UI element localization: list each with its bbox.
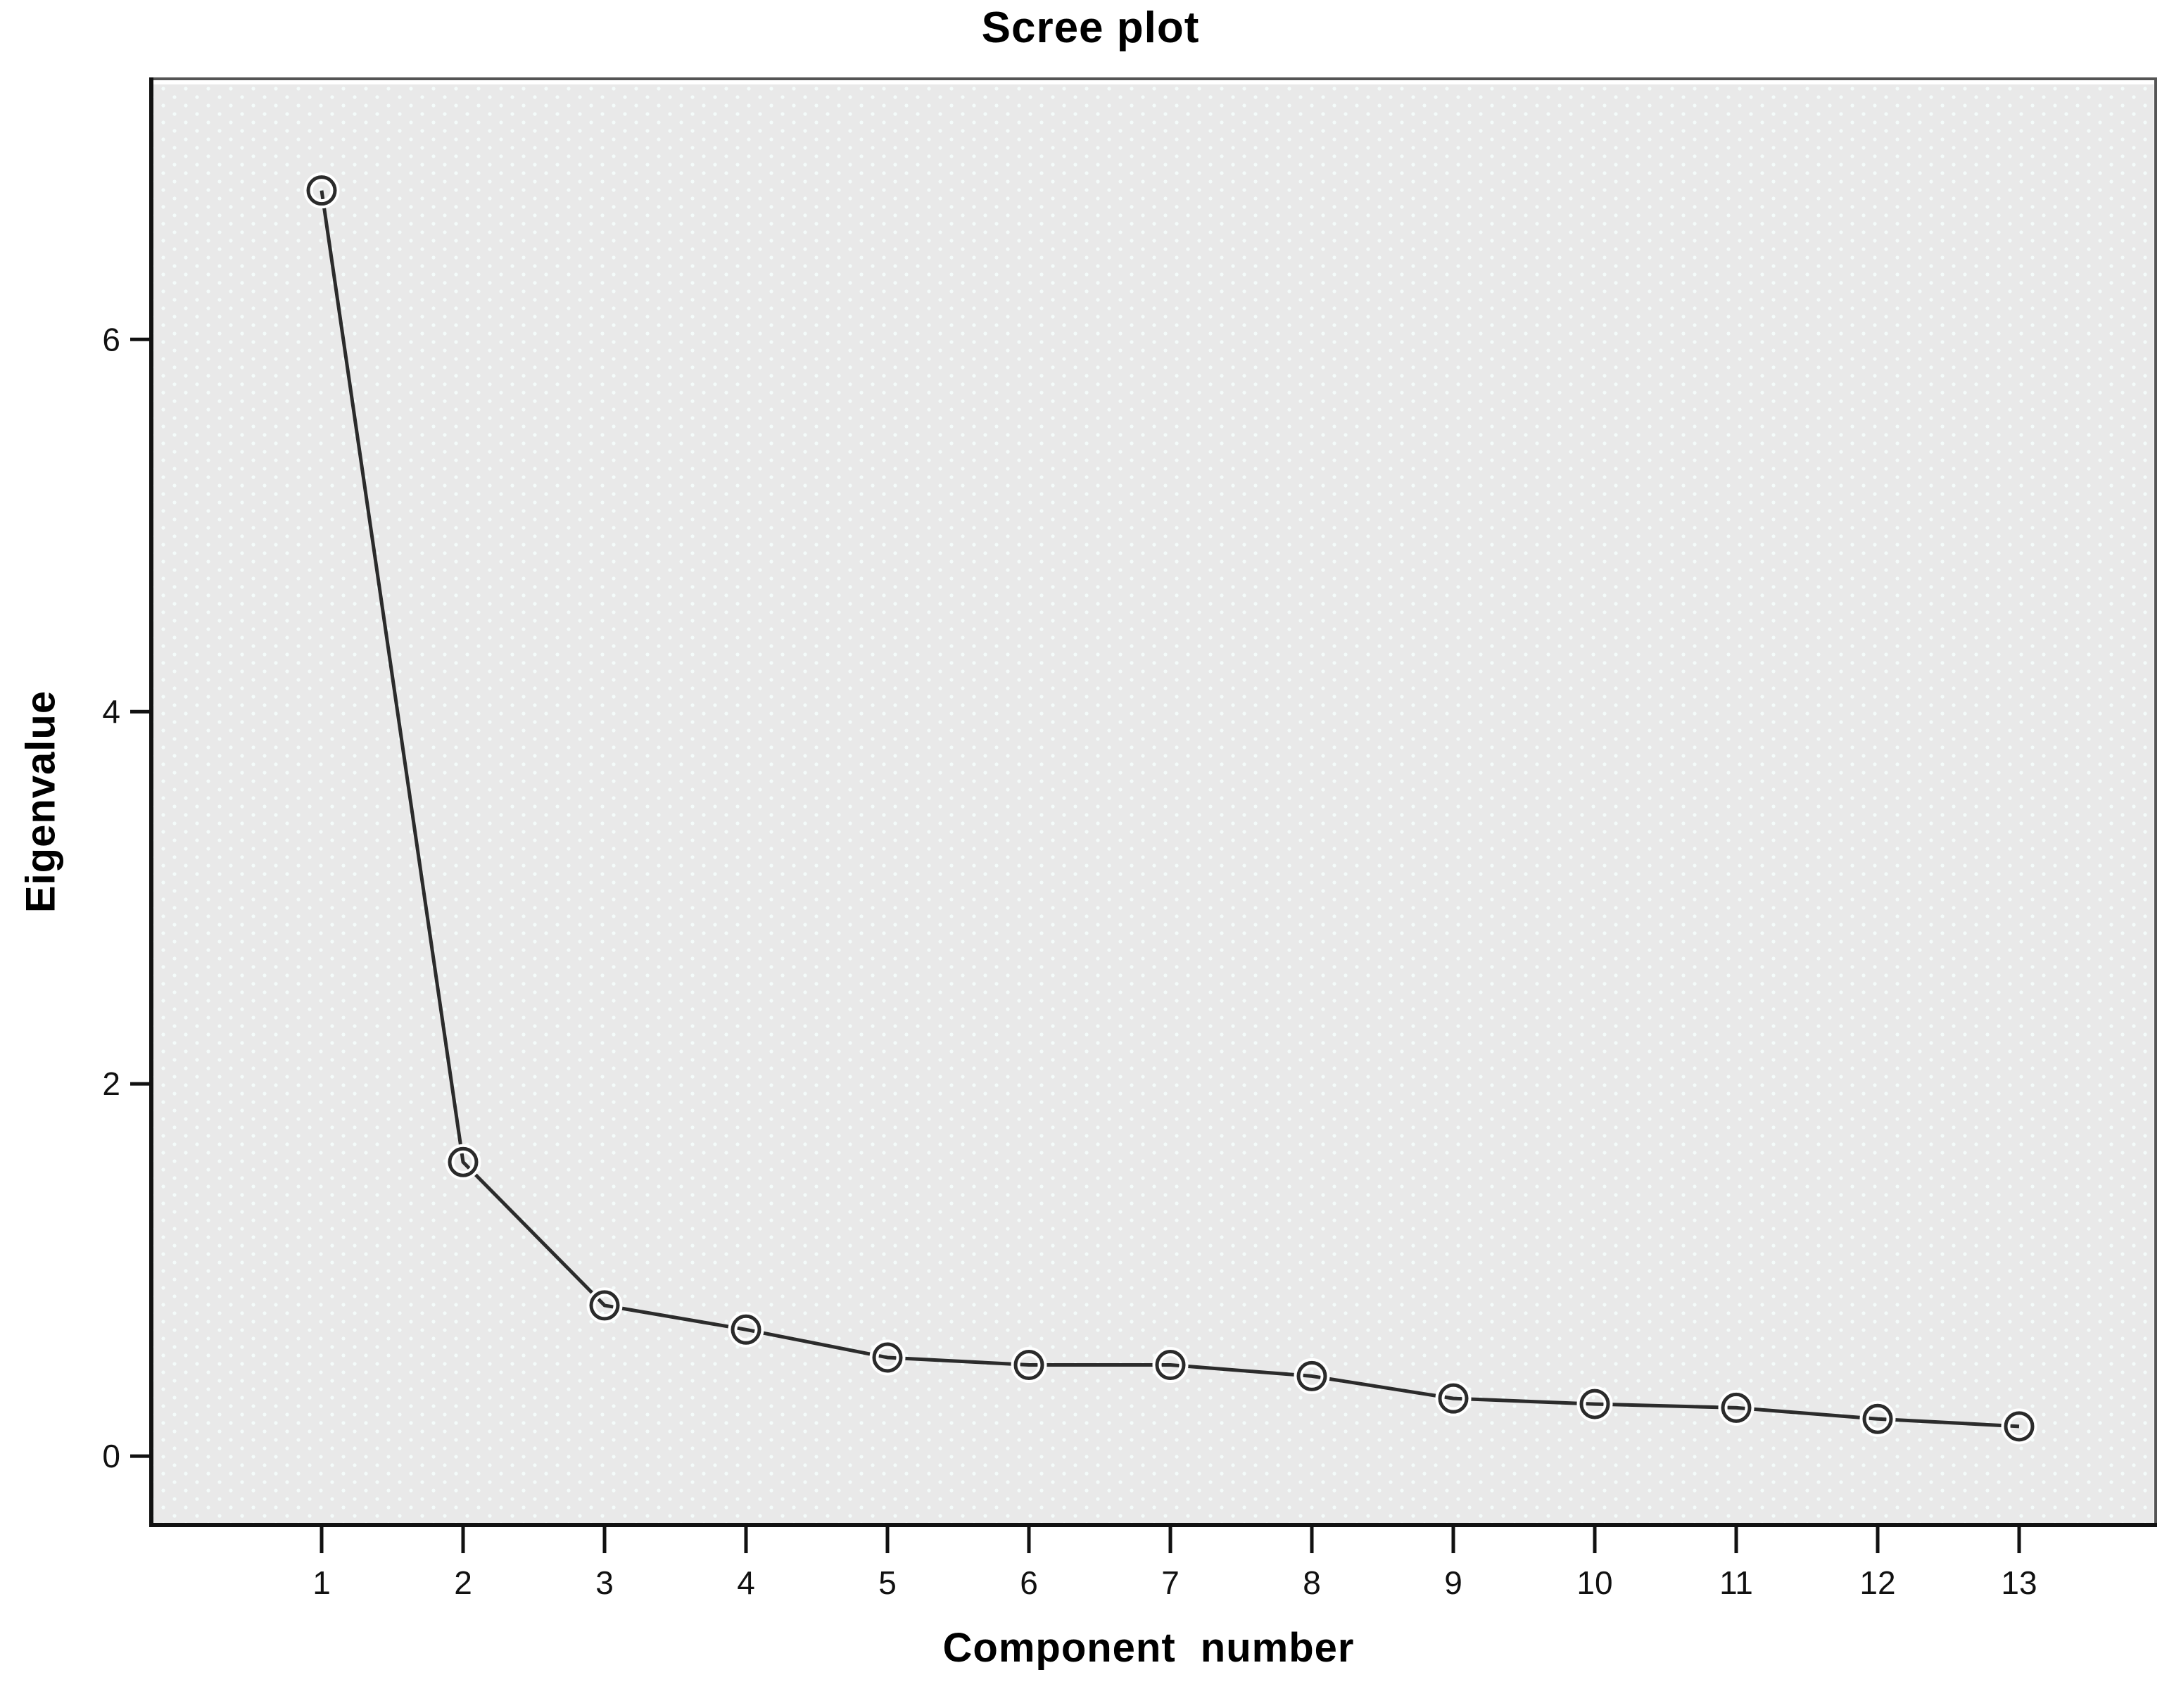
x-tick-label: 6	[1020, 1564, 1038, 1601]
x-tick-label: 2	[454, 1564, 472, 1601]
chart-title: Scree plot	[981, 4, 1200, 52]
x-tick-label: 11	[1719, 1564, 1753, 1601]
x-tick-label: 13	[2001, 1564, 2037, 1601]
data-point-marker	[1296, 1360, 1327, 1391]
data-point-marker	[1155, 1350, 1186, 1381]
data-point-marker	[2004, 1411, 2035, 1442]
y-tick-label: 2	[102, 1065, 120, 1102]
data-point-marker	[306, 175, 337, 206]
y-tick-label: 4	[102, 693, 120, 730]
data-point-marker	[872, 1342, 903, 1373]
data-point-marker	[1438, 1383, 1469, 1414]
y-tick-label: 0	[102, 1438, 120, 1474]
data-point-marker	[1862, 1403, 1893, 1434]
data-point-marker	[1579, 1388, 1610, 1419]
x-tick-label: 5	[878, 1564, 897, 1601]
x-tick-label: 10	[1576, 1564, 1612, 1601]
plot-area	[153, 84, 2154, 1523]
data-point-marker	[1721, 1392, 1752, 1423]
data-point-marker	[589, 1290, 620, 1321]
data-point-marker	[731, 1314, 761, 1345]
x-tick-label: 8	[1303, 1564, 1321, 1601]
x-tick-label: 3	[595, 1564, 614, 1601]
x-tick-label: 4	[737, 1564, 755, 1601]
data-point-marker	[448, 1146, 479, 1177]
eigenvalue-line	[320, 190, 2020, 1429]
x-tick-label: 9	[1444, 1564, 1462, 1601]
y-tick-label: 6	[102, 321, 120, 358]
x-tick-label: 1	[312, 1564, 331, 1601]
data-point-marker	[1013, 1350, 1044, 1381]
x-axis-title: Component number	[942, 1625, 1355, 1671]
x-tick-label: 12	[1859, 1564, 1895, 1601]
x-tick-label: 7	[1161, 1564, 1180, 1601]
